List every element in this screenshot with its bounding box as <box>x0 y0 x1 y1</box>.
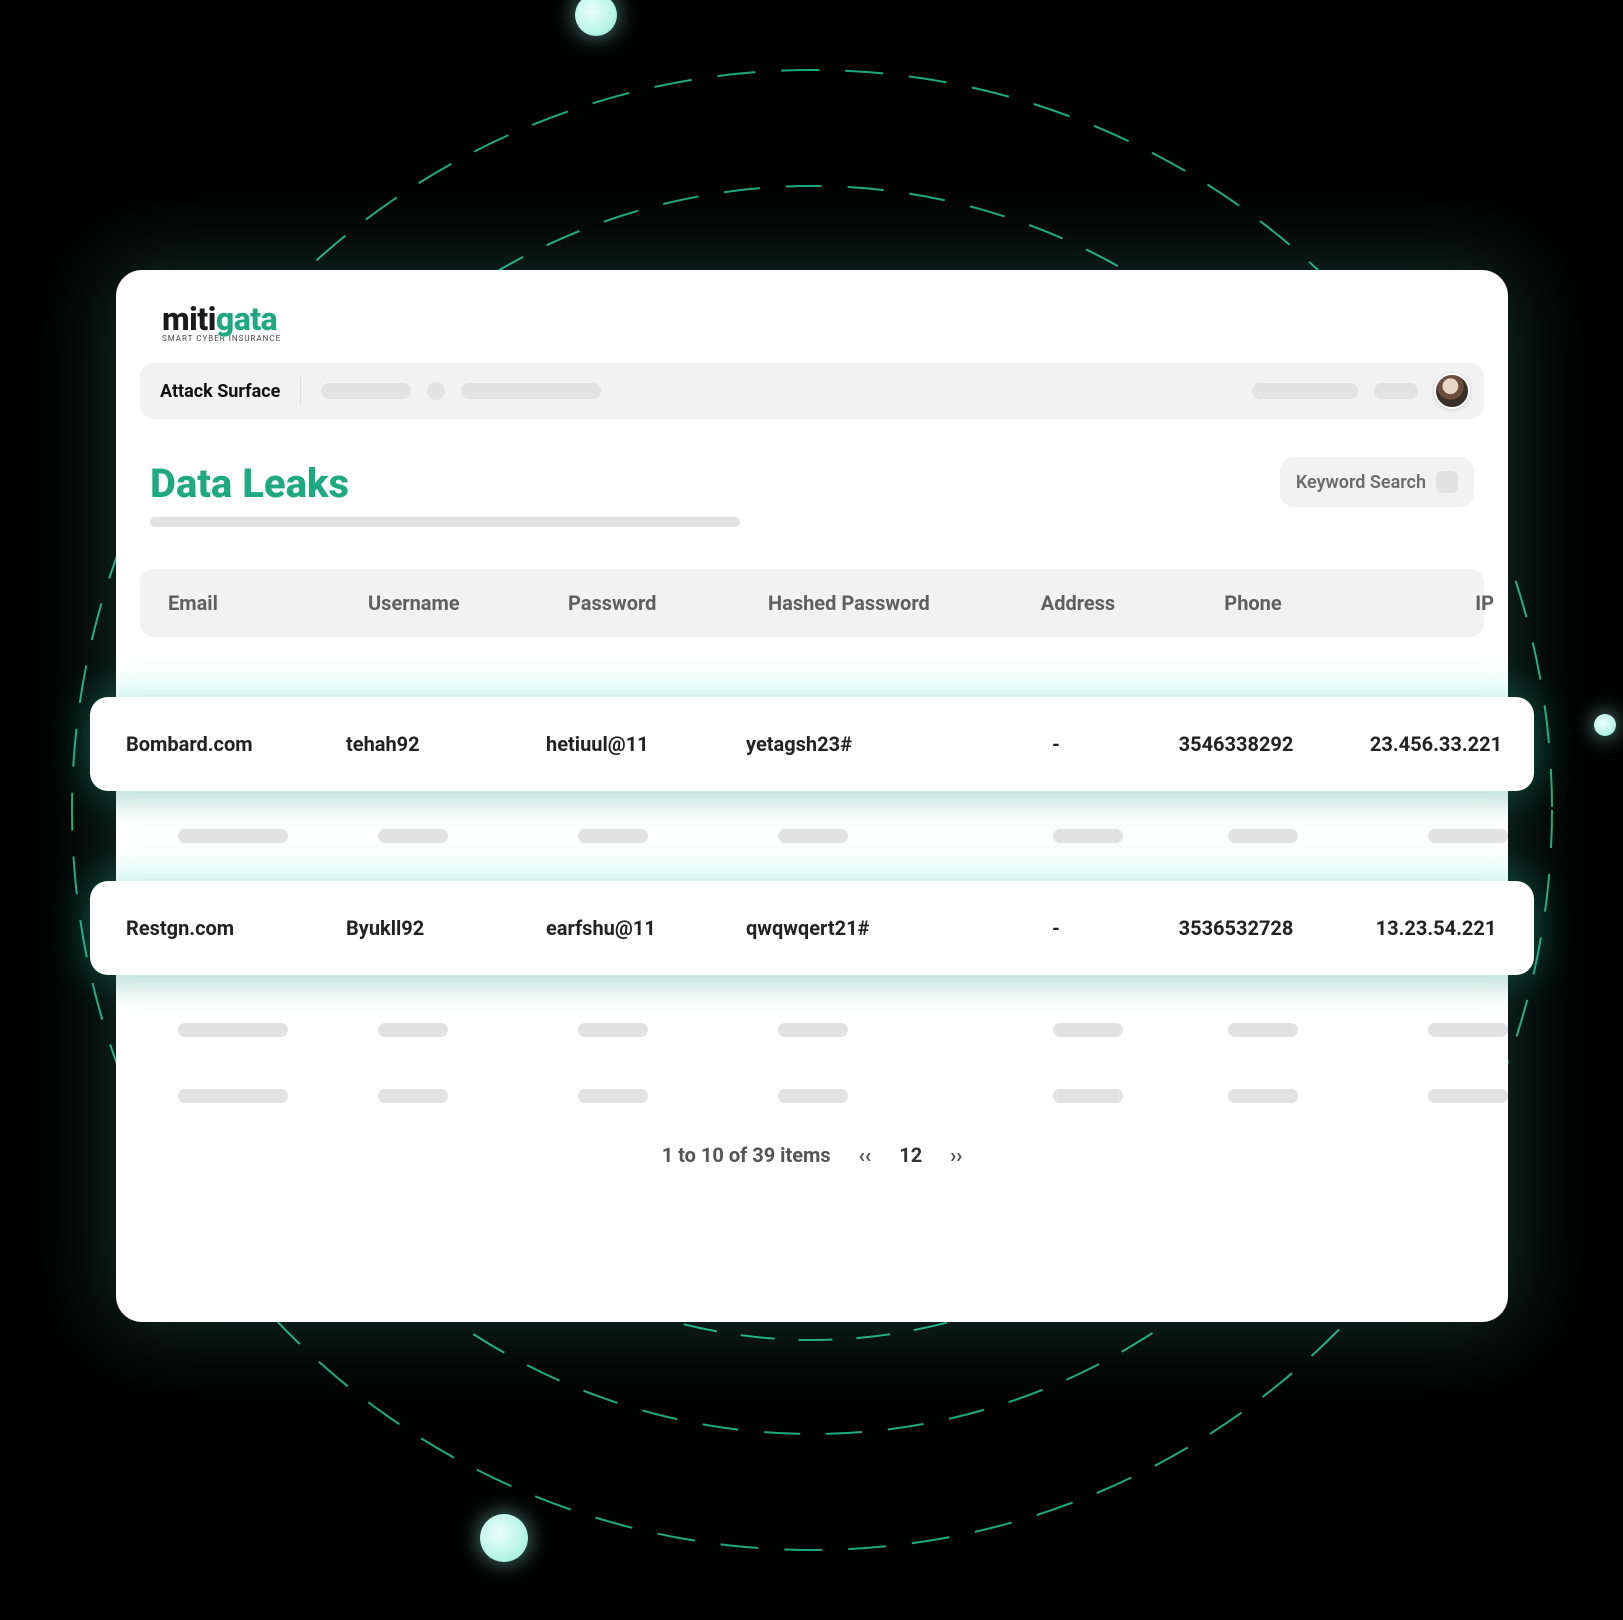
dashboard-card: mitigata SMART CYBER INSURANCE Attack Su… <box>116 270 1508 1322</box>
col-hashed-password[interactable]: Hashed Password <box>768 591 998 615</box>
cell-hashed: yetagsh23# <box>746 732 976 756</box>
table-row[interactable]: Bombard.com tehah92 hetiuul@11 yetagsh23… <box>90 697 1534 791</box>
orbit-dot-top <box>575 0 617 36</box>
table-row-skeleton <box>150 1085 1474 1107</box>
cell-username: Byukll92 <box>346 916 546 940</box>
search-icon <box>1436 471 1458 493</box>
table-row-skeleton <box>150 1019 1474 1041</box>
col-email[interactable]: Email <box>168 591 368 615</box>
header-skeleton-1 <box>321 383 411 399</box>
col-username[interactable]: Username <box>368 591 568 615</box>
pagination: 1 to 10 of 39 items ‹‹ 12 ›› <box>140 1143 1484 1167</box>
header-divider <box>300 377 301 405</box>
pagination-prev[interactable]: ‹‹ <box>859 1143 872 1167</box>
header-bar: Attack Surface <box>140 363 1484 419</box>
cell-email: Bombard.com <box>126 732 346 756</box>
cell-email: Restgn.com <box>126 916 346 940</box>
col-address[interactable]: Address <box>998 591 1158 615</box>
header-skeleton-3 <box>1252 383 1358 399</box>
brand-logo: mitigata SMART CYBER INSURANCE <box>140 294 285 343</box>
stage: mitigata SMART CYBER INSURANCE Attack Su… <box>0 0 1623 1620</box>
col-phone[interactable]: Phone <box>1158 591 1348 615</box>
cell-ip: 23.456.33.221 <box>1336 732 1536 756</box>
cell-password: earfshu@11 <box>546 916 746 940</box>
cell-phone: 3536532728 <box>1136 916 1336 940</box>
subtitle-skeleton <box>150 517 740 527</box>
cell-address: - <box>976 732 1136 756</box>
orbit-dot-bottom <box>480 1514 528 1562</box>
col-ip[interactable]: IP <box>1348 591 1518 615</box>
header-skeleton-dot <box>427 382 445 400</box>
cell-phone: 3546338292 <box>1136 732 1336 756</box>
orbit-dot-right <box>1594 714 1616 736</box>
avatar[interactable] <box>1434 373 1470 409</box>
cell-address: - <box>976 916 1136 940</box>
brand-part-2: gata <box>216 300 277 338</box>
cell-password: hetiuul@11 <box>546 732 746 756</box>
pagination-summary: 1 to 10 of 39 items <box>662 1143 831 1167</box>
header-skeleton-2 <box>461 383 601 399</box>
keyword-search[interactable]: Keyword Search <box>1280 457 1474 507</box>
pagination-page[interactable]: 12 <box>899 1143 922 1167</box>
table-row[interactable]: Restgn.com Byukll92 earfshu@11 qwqwqert2… <box>90 881 1534 975</box>
header-skeleton-4 <box>1374 383 1418 399</box>
cell-hashed: qwqwqert21# <box>746 916 976 940</box>
table-header: Email Username Password Hashed Password … <box>140 569 1484 637</box>
nav-attack-surface[interactable]: Attack Surface <box>160 381 280 402</box>
brand-part-1: miti <box>162 300 216 338</box>
pagination-next[interactable]: ›› <box>950 1143 962 1167</box>
search-placeholder: Keyword Search <box>1296 472 1426 493</box>
col-password[interactable]: Password <box>568 591 768 615</box>
cell-ip: 13.23.54.221 <box>1336 916 1536 940</box>
page-title: Data Leaks <box>150 460 349 507</box>
table-row-skeleton <box>150 825 1474 847</box>
cell-username: tehah92 <box>346 732 546 756</box>
